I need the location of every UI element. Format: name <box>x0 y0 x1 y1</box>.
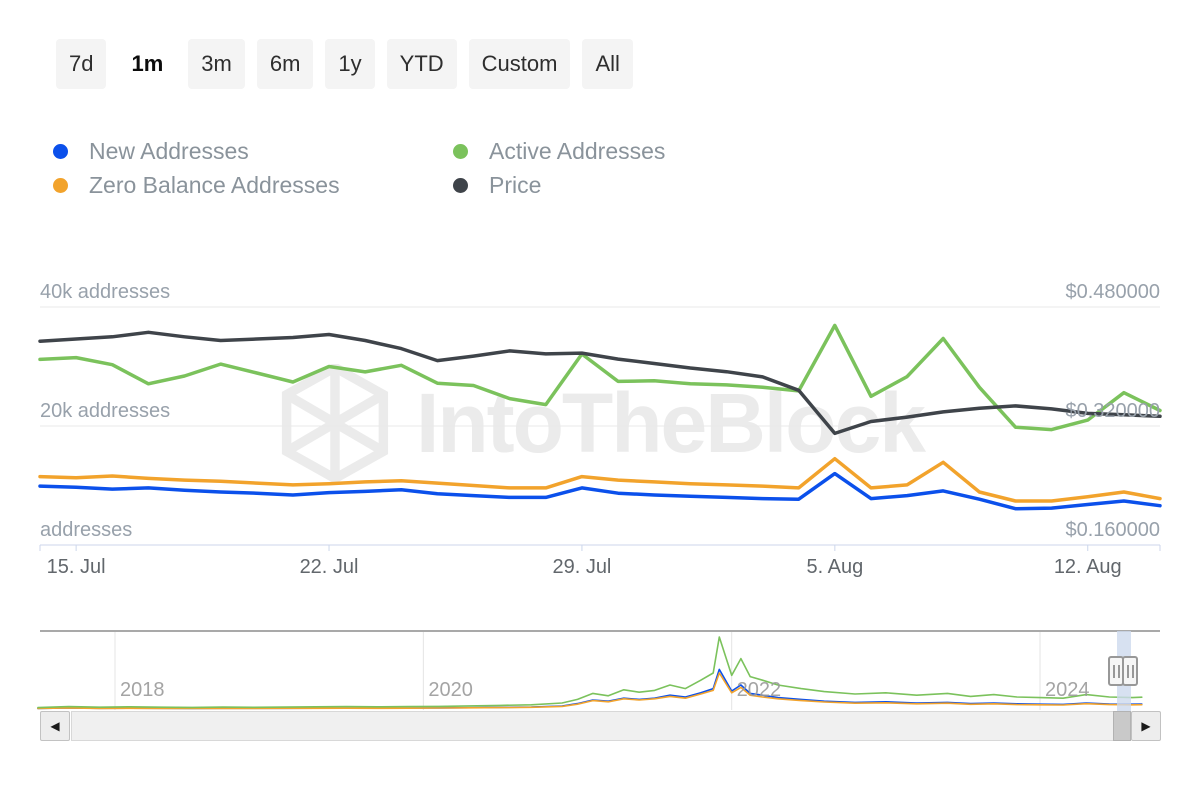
x-axis-label-22-jul: 22. Jul <box>299 556 359 578</box>
y-axis-left-label-0: addresses <box>40 519 133 541</box>
y-axis-left-label-40k: 40k addresses <box>40 281 171 303</box>
scroll-right-icon: ▶ <box>1141 719 1151 733</box>
navigator-year-2018: 2018 <box>120 679 165 701</box>
legend-label: Price <box>489 171 542 198</box>
range-button-3m[interactable]: 3m <box>188 39 245 89</box>
navigator-year-2024: 2024 <box>1045 679 1090 701</box>
price-dot-icon <box>453 177 468 193</box>
navigator-year-2020: 2020 <box>428 679 473 701</box>
legend-item-active-addresses[interactable]: Active Addresses <box>453 134 665 168</box>
x-axis-label-12-aug: 12. Aug <box>1053 556 1122 578</box>
x-axis-label-5-aug: 5. Aug <box>806 556 864 578</box>
range-button-1m[interactable]: 1m <box>118 39 177 89</box>
active-addresses-dot-icon <box>453 143 468 159</box>
range-button-6m[interactable]: 6m <box>256 39 314 89</box>
range-button-ytd[interactable]: YTD <box>386 39 457 89</box>
y-axis-right-label-032: $0.320000 <box>1065 400 1160 422</box>
scroll-left-icon: ◀ <box>50 719 60 733</box>
legend-label: Zero Balance Addresses <box>89 171 340 198</box>
legend: New Addresses Zero Balance Addresses Act… <box>53 134 665 202</box>
range-button-all[interactable]: All <box>582 39 633 89</box>
navigator-right-handle[interactable] <box>1122 656 1138 686</box>
scrollbar-thumb[interactable] <box>1113 711 1131 741</box>
x-axis-label-29-jul: 29. Jul <box>552 556 612 578</box>
range-toolbar: 7d 1m 3m 6m 1y YTD Custom All <box>56 39 633 89</box>
legend-item-zero-balance-addresses[interactable]: Zero Balance Addresses <box>53 168 453 202</box>
legend-label: New Addresses <box>89 137 249 164</box>
legend-item-new-addresses[interactable]: New Addresses <box>53 134 453 168</box>
y-axis-left-label-20k: 20k addresses <box>40 400 171 422</box>
range-button-custom[interactable]: Custom <box>468 39 571 89</box>
y-axis-right-label-048: $0.480000 <box>1065 281 1160 303</box>
scrollbar-track[interactable] <box>71 711 1131 741</box>
navigator-year-2022: 2022 <box>736 679 782 701</box>
legend-label: Active Addresses <box>489 137 666 164</box>
range-button-1y[interactable]: 1y <box>325 39 375 89</box>
scrollbar-left-button[interactable]: ◀ <box>40 711 70 741</box>
scrollbar-right-button[interactable]: ▶ <box>1131 711 1161 741</box>
range-button-7d[interactable]: 7d <box>56 39 107 89</box>
new-addresses-dot-icon <box>53 143 68 159</box>
x-axis-label-15-jul: 15. Jul <box>46 556 106 578</box>
navigator-left-handle[interactable] <box>1108 656 1124 686</box>
y-axis-right-label-016: $0.160000 <box>1065 519 1160 541</box>
legend-item-price[interactable]: Price <box>453 168 665 202</box>
zero-balance-dot-icon <box>53 177 68 193</box>
